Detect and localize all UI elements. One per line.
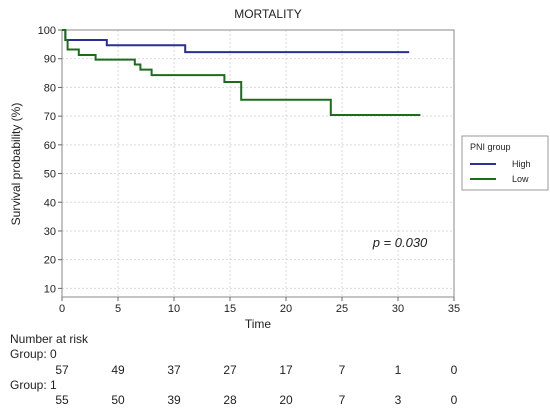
y-tick-label: 100 [38, 25, 56, 37]
legend-entry-low: Low [512, 174, 529, 184]
x-tick-label: 0 [59, 303, 65, 315]
y-axis-label: Survival probability (%) [9, 103, 23, 226]
y-tick-label: 10 [44, 283, 56, 295]
risk-count: 0 [450, 393, 458, 407]
y-tick-label: 40 [44, 197, 56, 209]
risk-count: 0 [450, 363, 458, 377]
x-tick-label: 15 [224, 303, 236, 315]
y-tick-label: 50 [44, 169, 56, 181]
y-tick-label: 80 [44, 82, 56, 94]
x-axis: 0 5 10 15 20 25 30 35 [59, 297, 460, 315]
p-value-annotation: p = 0.030 [372, 235, 428, 250]
series-line-low [62, 29, 421, 116]
plot-frame [61, 29, 455, 298]
risk-count: 1 [394, 363, 402, 377]
risk-count: 27 [223, 363, 237, 377]
risk-count: 7 [338, 363, 346, 377]
y-tick-label: 60 [44, 140, 56, 152]
risk-count: 39 [167, 393, 181, 407]
x-axis-label: Time [245, 317, 272, 331]
series-line-high [62, 29, 410, 54]
x-tick-label: 35 [448, 303, 460, 315]
x-tick-label: 5 [115, 303, 121, 315]
legend: PNI group High Low [461, 135, 549, 191]
series-group [62, 29, 421, 116]
risk-count: 50 [111, 393, 125, 407]
risk-count: 37 [167, 363, 181, 377]
group-1-label: Group: 1 [10, 378, 57, 392]
legend-title: PNI group [470, 142, 511, 152]
y-tick-label: 30 [44, 226, 56, 238]
risk-count: 57 [55, 363, 69, 377]
y-tick-label: 20 [44, 255, 56, 267]
risk-count: 3 [394, 393, 402, 407]
risk-count: 17 [279, 363, 293, 377]
risk-count: 55 [55, 393, 69, 407]
risk-count: 7 [338, 393, 346, 407]
x-tick-label: 20 [280, 303, 292, 315]
y-tick-label: 90 [44, 54, 56, 66]
y-axis: 10 20 30 40 50 60 70 80 90 100 [38, 25, 62, 295]
x-tick-label: 10 [168, 303, 180, 315]
grid [61, 29, 455, 297]
y-tick-label: 70 [44, 111, 56, 123]
number-at-risk-header: Number at risk [10, 332, 89, 346]
x-tick-label: 25 [336, 303, 348, 315]
group-0-label: Group: 0 [10, 347, 57, 361]
risk-count: 20 [279, 393, 293, 407]
x-tick-label: 30 [392, 303, 404, 315]
chart-title: MORTALITY [234, 7, 302, 21]
legend-entry-high: High [512, 159, 531, 169]
risk-count: 28 [223, 393, 237, 407]
risk-count: 49 [111, 363, 125, 377]
